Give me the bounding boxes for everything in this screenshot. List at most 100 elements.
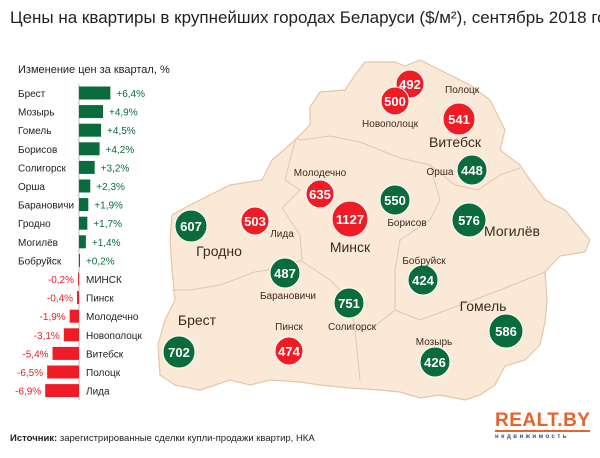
- price-label: 751: [338, 296, 360, 311]
- bar-category-label: Бобруйск: [18, 255, 62, 267]
- bar-2: [79, 123, 102, 137]
- bar-5: [79, 179, 91, 193]
- bar-4: [79, 160, 95, 174]
- bar-value-label: +0,2%: [86, 256, 115, 267]
- bar-category-label: Могилёв: [18, 238, 58, 249]
- city-marker-14: 426 Мозырь: [416, 337, 452, 378]
- price-bubble: [380, 86, 410, 116]
- city-name: Бобруйск: [402, 255, 446, 267]
- bar-category-label: МИНСК: [86, 275, 122, 286]
- page-title: Цены на квартиры в крупнейших городах Бе…: [10, 8, 600, 27]
- city-name: Солигорск: [328, 322, 377, 333]
- city-marker-15: 474 Пинск: [274, 322, 304, 366]
- bar-value-label: -5,4%: [22, 349, 48, 360]
- bar-0: [79, 86, 111, 100]
- city-marker-8: 607 Гродно: [174, 209, 242, 259]
- price-label: 474: [278, 344, 300, 359]
- bar-category-label: Пинск: [86, 294, 114, 305]
- price-bubble: [456, 154, 488, 186]
- city-marker-6: 550 Борисов: [379, 184, 427, 229]
- bar-12: [69, 309, 79, 323]
- bar-value-label: +1,4%: [92, 238, 121, 249]
- city-marker-5: 1127 Минск: [330, 200, 371, 255]
- bar-value-label: +3,2%: [101, 163, 130, 174]
- city-marker-4: 635 Молодечно: [294, 168, 347, 209]
- bar-11: [77, 291, 79, 305]
- city-name: Полоцк: [445, 85, 480, 96]
- city-name: Витебск: [429, 134, 482, 150]
- price-label: 635: [309, 187, 331, 202]
- logo-sub: недвижимость: [495, 434, 569, 440]
- bar-category-label: Мозырь: [18, 108, 54, 119]
- bar-category-label: Витебск: [86, 348, 124, 360]
- source-note: Источник: зарегистрированные сделки купл…: [10, 433, 315, 444]
- price-label: 550: [384, 193, 406, 208]
- source-label: Источник:: [10, 433, 58, 444]
- price-label: 500: [384, 94, 406, 109]
- price-label: 503: [244, 214, 266, 229]
- region-border: [355, 309, 396, 331]
- city-marker-16: 702 Брест: [162, 312, 217, 369]
- bar-category-label: Барановичи: [18, 201, 74, 212]
- bar-value-label: +4,9%: [109, 108, 138, 119]
- price-bubble: [451, 202, 487, 238]
- price-label: 1127: [336, 212, 364, 227]
- price-label: 576: [458, 213, 480, 228]
- region-border: [394, 164, 546, 321]
- bar-value-label: +4,5%: [107, 126, 136, 137]
- price-bubble: [240, 206, 270, 236]
- bar-value-label: -0,2%: [48, 275, 74, 286]
- bar-value-label: -3,1%: [34, 331, 60, 342]
- city-name: Барановичи: [260, 291, 316, 302]
- bar-value-label: +1,7%: [93, 219, 122, 230]
- city-marker-3: 448 Орша: [427, 154, 488, 186]
- price-label: 702: [168, 345, 190, 360]
- belarus-outline: [157, 59, 591, 401]
- bar-value-label: +4,2%: [106, 145, 135, 156]
- price-bubble: [174, 209, 208, 243]
- bar-3: [79, 142, 100, 156]
- bar-value-label: +6,4%: [116, 89, 145, 100]
- price-label: 492: [399, 77, 421, 92]
- bar-category-label: Новополоцк: [86, 331, 143, 342]
- city-name: Брест: [178, 312, 217, 328]
- city-marker-7: 576 Могилёв: [451, 202, 540, 239]
- bar-value-label: -6,9%: [15, 387, 41, 398]
- city-marker-9: 503 Лида: [240, 206, 294, 240]
- realt-logo[interactable]: REALT.BY недвижимость: [495, 410, 595, 440]
- city-name: Пинск: [275, 322, 303, 333]
- region-border: [172, 137, 303, 291]
- bar-category-label: Гродно: [18, 219, 51, 230]
- bar-8: [79, 235, 86, 249]
- region-border: [295, 135, 521, 191]
- price-bubble: [269, 257, 301, 289]
- price-bubble: [379, 184, 411, 216]
- bar-category-label: Солигорск: [18, 163, 67, 174]
- bar-6: [79, 198, 89, 212]
- bar-value-label: -6,5%: [17, 368, 43, 379]
- bar-value-label: +1,9%: [94, 201, 123, 212]
- price-label: 586: [495, 324, 517, 339]
- bar-value-label: -0,4%: [47, 294, 73, 305]
- price-bubble: [274, 336, 304, 366]
- bar-10: [78, 272, 80, 286]
- city-marker-10: 487 Барановичи: [260, 257, 316, 302]
- price-bubble: [305, 179, 335, 209]
- city-name: Могилёв: [484, 223, 540, 239]
- price-bubble: [442, 102, 476, 136]
- price-label: 424: [412, 273, 434, 288]
- city-marker-13: 586 Гомель: [460, 298, 524, 349]
- bar-15: [47, 365, 79, 379]
- city-name: Новополоцк: [362, 119, 419, 130]
- city-marker-11: 751 Солигорск: [328, 287, 377, 333]
- city-name: Лида: [270, 229, 294, 240]
- bar-14: [52, 346, 79, 360]
- city-name: Гродно: [196, 243, 242, 259]
- city-name: Минск: [330, 239, 371, 255]
- bar-category-label: Брест: [18, 89, 46, 100]
- city-marker-1: 500 Новополоцк: [362, 86, 419, 130]
- price-bubble: [419, 346, 451, 378]
- city-name: Молодечно: [294, 168, 347, 179]
- logo-main: REALT.BY: [495, 410, 591, 432]
